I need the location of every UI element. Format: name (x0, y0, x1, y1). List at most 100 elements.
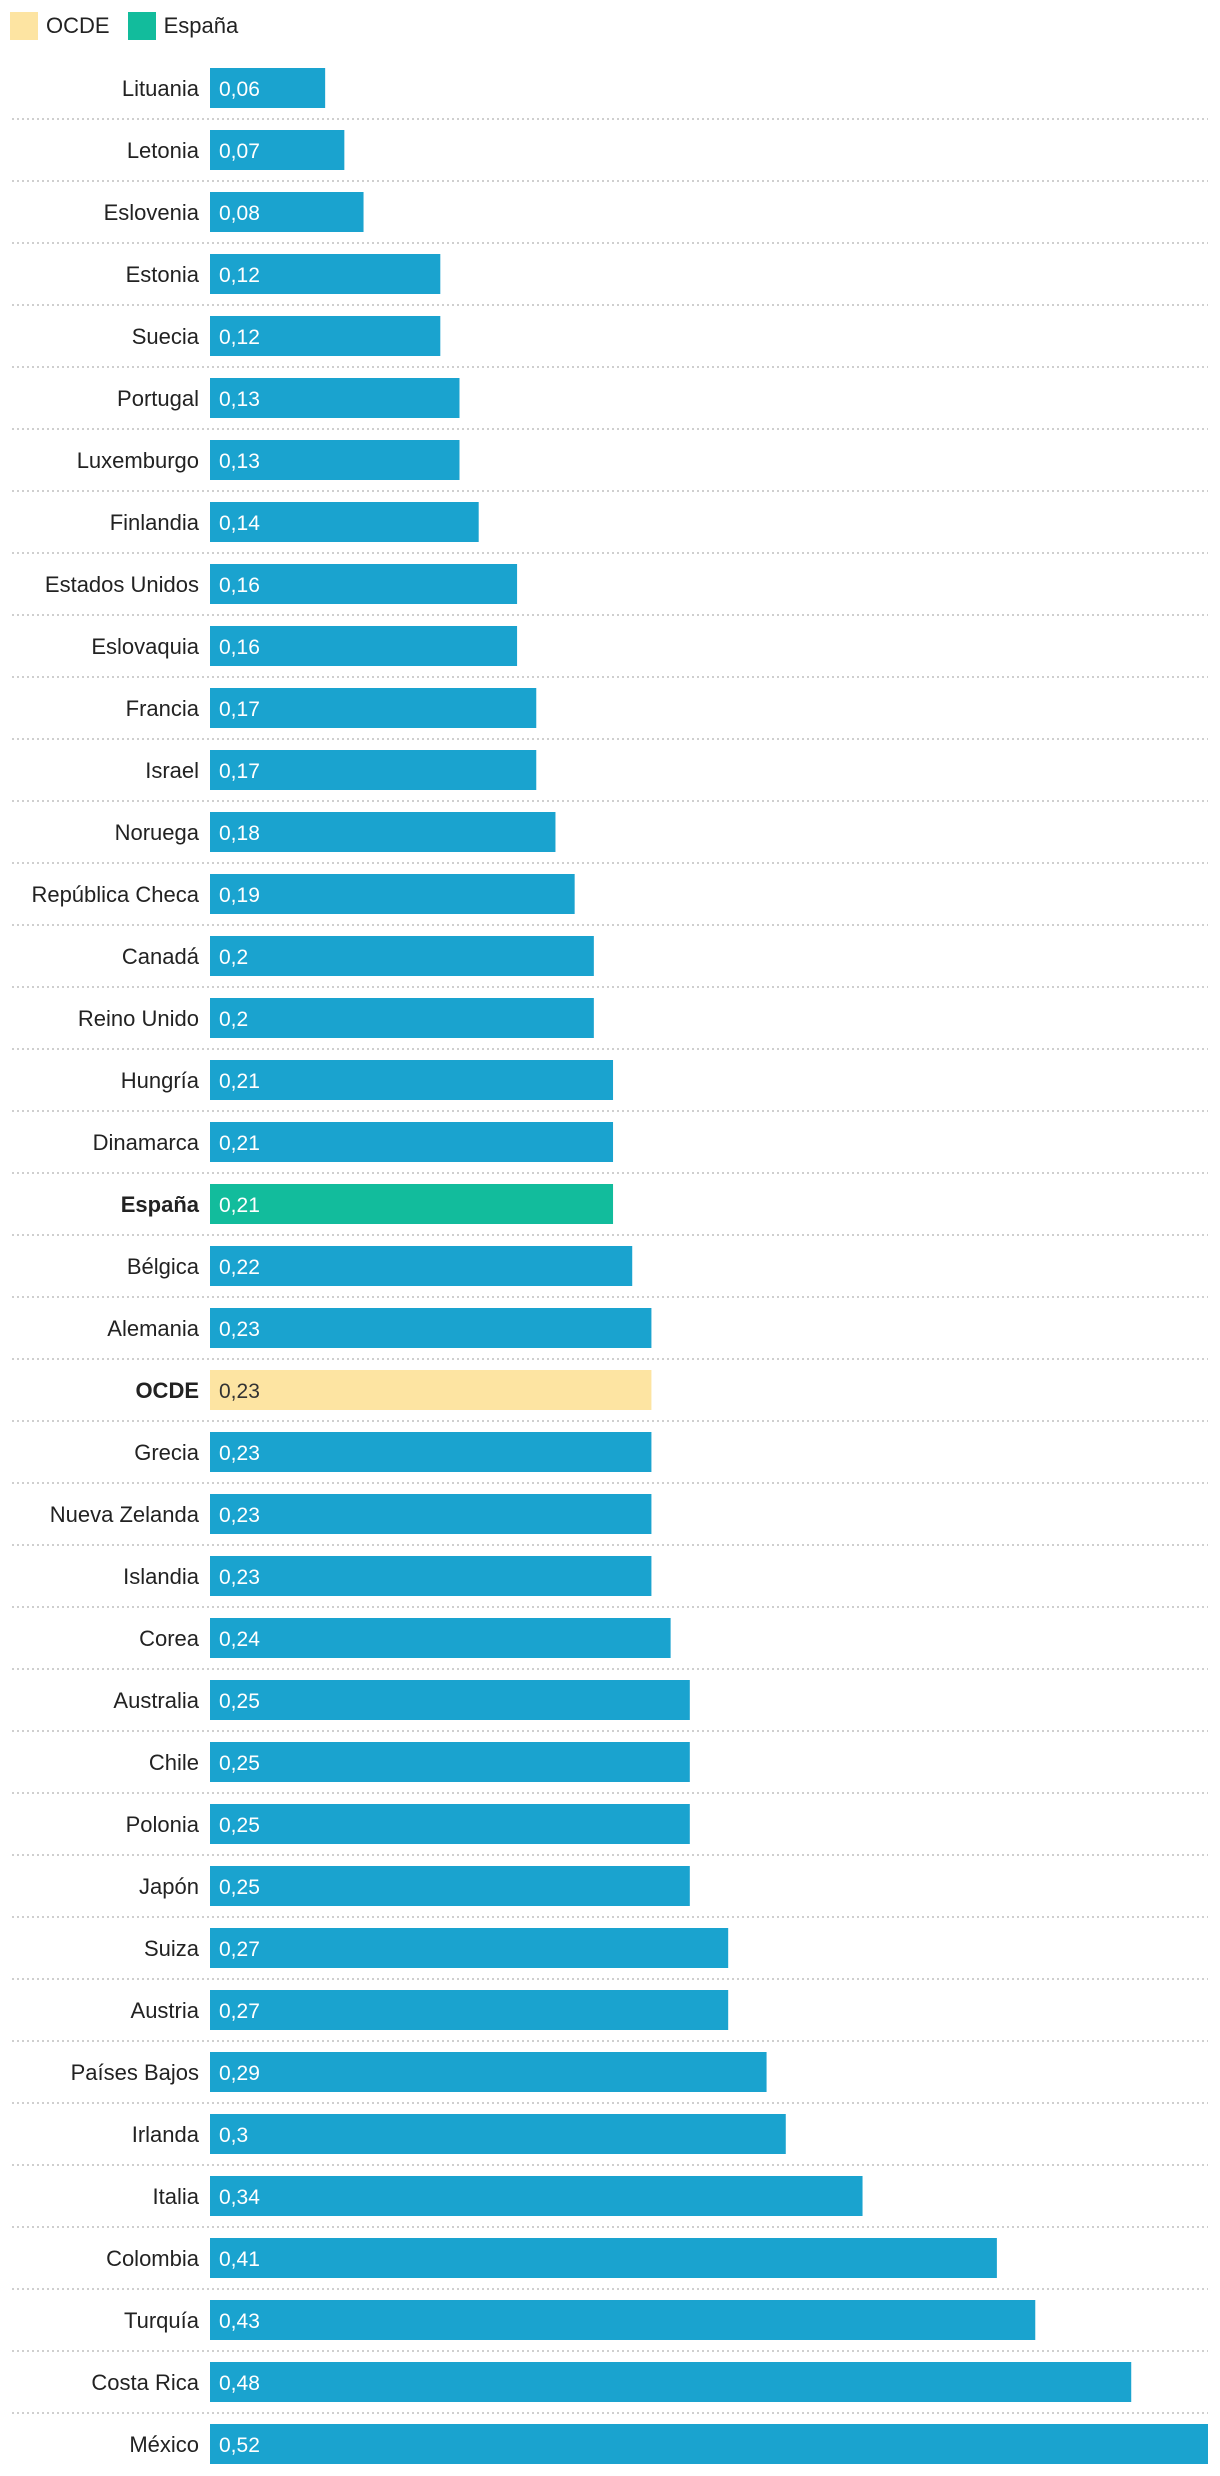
value-label-dinamarca: 0,21 (219, 1132, 260, 1155)
bar-luxemburgo[interactable] (210, 440, 460, 480)
bar-corea[interactable] (210, 1618, 671, 1658)
value-label-suiza: 0,27 (219, 1938, 260, 1961)
bar-israel[interactable] (210, 750, 537, 790)
value-label-ocde: 0,23 (219, 1380, 260, 1403)
bar-austria[interactable] (210, 1990, 729, 2030)
value-label-nueva-zelanda: 0,23 (219, 1504, 260, 1527)
legend: OCDE España (10, 10, 256, 42)
value-label-letonia: 0,07 (219, 140, 260, 163)
bar-paises-bajos[interactable] (210, 2052, 767, 2092)
bar-letonia[interactable] (210, 130, 345, 170)
category-label-hungria: Hungría (121, 1068, 200, 1093)
bar-hungria[interactable] (210, 1060, 614, 1100)
value-label-australia: 0,25 (219, 1690, 260, 1713)
category-label-lituania: Lituania (122, 76, 200, 101)
bar-estados-unidos[interactable] (210, 564, 518, 604)
value-label-mexico: 0,52 (219, 2434, 260, 2457)
category-label-australia: Australia (113, 1688, 199, 1713)
value-label-eslovaquia: 0,16 (219, 636, 260, 659)
value-label-costa-rica: 0,48 (219, 2372, 260, 2395)
value-label-eslovenia: 0,08 (219, 202, 260, 225)
category-label-chile: Chile (149, 1750, 199, 1775)
value-label-reino-unido: 0,2 (219, 1008, 248, 1031)
bar-eslovaquia[interactable] (210, 626, 518, 666)
value-label-estados-unidos: 0,16 (219, 574, 260, 597)
bar-estonia[interactable] (210, 254, 441, 294)
bar-polonia[interactable] (210, 1804, 690, 1844)
bar-reino-unido[interactable] (210, 998, 594, 1038)
category-label-corea: Corea (139, 1626, 200, 1651)
value-label-irlanda: 0,3 (219, 2124, 248, 2147)
category-label-austria: Austria (131, 1998, 200, 2023)
bar-espana[interactable] (210, 1184, 614, 1224)
bar-irlanda[interactable] (210, 2114, 786, 2154)
bar-suecia[interactable] (210, 316, 441, 356)
value-label-colombia: 0,41 (219, 2248, 260, 2271)
value-label-luxemburgo: 0,13 (219, 450, 260, 473)
value-label-alemania: 0,23 (219, 1318, 260, 1341)
value-label-hungria: 0,21 (219, 1070, 260, 1093)
bar-eslovenia[interactable] (210, 192, 364, 232)
category-label-ocde: OCDE (135, 1378, 199, 1403)
bar-dinamarca[interactable] (210, 1122, 614, 1162)
value-label-portugal: 0,13 (219, 388, 260, 411)
category-label-suecia: Suecia (132, 324, 200, 349)
bar-chile[interactable] (210, 1742, 690, 1782)
category-label-irlanda: Irlanda (132, 2122, 200, 2147)
bar-islandia[interactable] (210, 1556, 652, 1596)
bar-belgica[interactable] (210, 1246, 633, 1286)
legend-label-spain: España (163, 13, 239, 38)
bar-japon[interactable] (210, 1866, 690, 1906)
value-label-chile: 0,25 (219, 1752, 260, 1775)
value-label-japon: 0,25 (219, 1876, 260, 1899)
bar-alemania[interactable] (210, 1308, 652, 1348)
bar-costa-rica[interactable] (210, 2362, 1132, 2402)
value-label-francia: 0,17 (219, 698, 260, 721)
value-label-polonia: 0,25 (219, 1814, 260, 1837)
bar-suiza[interactable] (210, 1928, 729, 1968)
bar-italia[interactable] (210, 2176, 863, 2216)
bar-republica-checa[interactable] (210, 874, 575, 914)
category-label-mexico: México (129, 2432, 199, 2457)
value-label-paises-bajos: 0,29 (219, 2062, 260, 2085)
value-label-grecia: 0,23 (219, 1442, 260, 1465)
legend-item-spain[interactable]: España (127, 12, 239, 40)
category-label-espana: España (121, 1192, 200, 1217)
legend-item-oecd[interactable]: OCDE (10, 12, 110, 40)
value-label-italia: 0,34 (219, 2186, 260, 2209)
category-label-italia: Italia (153, 2184, 200, 2209)
value-label-canada: 0,2 (219, 946, 248, 969)
category-label-estonia: Estonia (126, 262, 200, 287)
bar-francia[interactable] (210, 688, 537, 728)
category-label-republica-checa: República Checa (31, 882, 199, 907)
category-label-paises-bajos: Países Bajos (71, 2060, 199, 2085)
bar-australia[interactable] (210, 1680, 690, 1720)
category-label-israel: Israel (145, 758, 199, 783)
chart-rows: Lituania 0,06 Letonia 0,07 Eslovenia 0,08 Esto… (12, 68, 1208, 2464)
value-label-estonia: 0,12 (219, 264, 260, 287)
bar-grecia[interactable] (210, 1432, 652, 1472)
bar-finlandia[interactable] (210, 502, 479, 542)
bar-ocde[interactable] (210, 1370, 652, 1410)
category-label-eslovenia: Eslovenia (104, 200, 200, 225)
category-label-letonia: Letonia (127, 138, 200, 163)
legend-swatch-oecd (10, 12, 38, 40)
bar-canada[interactable] (210, 936, 594, 976)
category-label-japon: Japón (139, 1874, 199, 1899)
bar-turquia[interactable] (210, 2300, 1036, 2340)
value-label-noruega: 0,18 (219, 822, 260, 845)
bar-portugal[interactable] (210, 378, 460, 418)
category-label-grecia: Grecia (134, 1440, 200, 1465)
bar-nueva-zelanda[interactable] (210, 1494, 652, 1534)
bar-mexico[interactable] (210, 2424, 1208, 2464)
bar-noruega[interactable] (210, 812, 556, 852)
category-label-luxemburgo: Luxemburgo (77, 448, 199, 473)
category-label-eslovaquia: Eslovaquia (91, 634, 199, 659)
legend-label-oecd: OCDE (46, 13, 110, 38)
category-label-estados-unidos: Estados Unidos (45, 572, 199, 597)
category-label-francia: Francia (126, 696, 200, 721)
bar-lituania[interactable] (210, 68, 326, 108)
bar-colombia[interactable] (210, 2238, 997, 2278)
value-label-espana: 0,21 (219, 1194, 260, 1217)
